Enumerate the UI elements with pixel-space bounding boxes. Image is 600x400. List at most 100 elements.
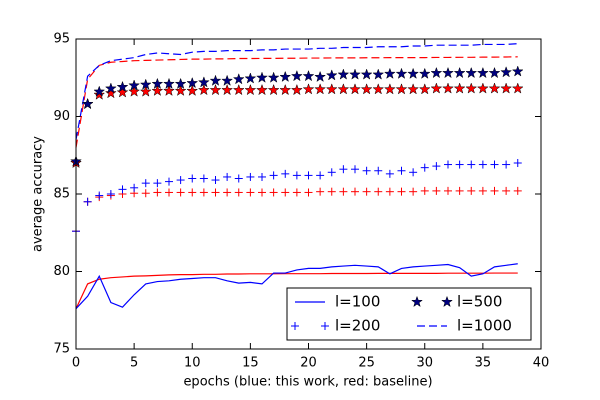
star-marker bbox=[104, 82, 117, 94]
plus-marker bbox=[513, 186, 522, 195]
star-marker bbox=[500, 66, 513, 78]
star-marker bbox=[290, 83, 303, 96]
plus-marker bbox=[269, 171, 278, 180]
plus-marker bbox=[234, 188, 243, 197]
plus-marker bbox=[130, 183, 139, 192]
plus-marker bbox=[351, 187, 359, 196]
plus-marker bbox=[141, 179, 150, 188]
star-marker bbox=[325, 69, 338, 81]
y-tick-label: 75 bbox=[53, 342, 70, 357]
star-marker bbox=[511, 82, 524, 94]
star-marker bbox=[453, 66, 466, 79]
plus-marker bbox=[420, 186, 429, 195]
x-tick-label: 30 bbox=[416, 356, 433, 371]
star-marker bbox=[383, 67, 396, 79]
plus-marker bbox=[478, 186, 487, 195]
star-marker bbox=[372, 83, 385, 95]
star-marker bbox=[314, 70, 327, 83]
plus-marker bbox=[467, 186, 476, 195]
star-marker bbox=[476, 66, 489, 79]
star-marker bbox=[476, 82, 489, 94]
plus-marker bbox=[95, 191, 104, 200]
plus-marker bbox=[188, 174, 197, 183]
series-line bbox=[75, 272, 518, 309]
plus-marker bbox=[292, 171, 301, 180]
star-marker bbox=[511, 65, 524, 77]
plus-marker bbox=[176, 188, 185, 197]
star-marker bbox=[128, 79, 141, 91]
star-marker bbox=[93, 85, 106, 97]
legend-box bbox=[286, 287, 532, 341]
plus-marker bbox=[362, 187, 371, 196]
plus-marker bbox=[211, 176, 220, 185]
plus-marker bbox=[258, 172, 266, 181]
plus-marker bbox=[304, 188, 313, 197]
star-marker bbox=[151, 84, 164, 96]
plus-marker bbox=[83, 197, 92, 206]
star-marker bbox=[174, 84, 187, 96]
plus-marker bbox=[409, 187, 418, 196]
legend-label: l=500 bbox=[457, 293, 502, 311]
plus-marker bbox=[316, 171, 325, 180]
star-marker bbox=[441, 295, 453, 308]
star-marker bbox=[244, 72, 257, 84]
star-marker bbox=[465, 82, 478, 94]
plus-marker bbox=[176, 176, 185, 185]
plus-marker bbox=[281, 188, 290, 197]
plus-marker bbox=[490, 160, 499, 169]
y-tick-label: 80 bbox=[53, 264, 70, 279]
star-marker bbox=[221, 83, 234, 96]
y-tick-label: 95 bbox=[53, 32, 70, 47]
plus-marker bbox=[432, 186, 441, 195]
plus-marker bbox=[223, 172, 232, 181]
plus-marker bbox=[291, 322, 299, 330]
plus-marker bbox=[420, 163, 429, 172]
plus-marker bbox=[153, 188, 162, 197]
plus-marker bbox=[153, 179, 162, 188]
plus-marker bbox=[292, 188, 301, 197]
legend-label: l=100 bbox=[335, 293, 380, 311]
star-marker bbox=[337, 83, 350, 95]
star-marker bbox=[279, 70, 292, 83]
plus-marker bbox=[188, 188, 197, 197]
x-tick-label: 5 bbox=[130, 356, 138, 371]
star-marker bbox=[407, 83, 420, 95]
star-marker bbox=[395, 67, 408, 79]
star-marker bbox=[151, 77, 164, 90]
star-marker bbox=[279, 83, 292, 96]
star-marker bbox=[209, 74, 222, 86]
star-marker bbox=[93, 88, 106, 100]
plus-marker bbox=[502, 160, 511, 169]
star-marker bbox=[128, 85, 141, 97]
x-tick-label: 25 bbox=[358, 356, 375, 371]
plus-marker bbox=[444, 186, 452, 195]
x-axis-label: epochs (blue: this work, red: baseline) bbox=[183, 375, 432, 390]
plus-marker bbox=[502, 186, 511, 195]
star-marker bbox=[104, 86, 117, 99]
plus-marker bbox=[374, 166, 383, 175]
plus-marker bbox=[246, 188, 255, 197]
plus-marker bbox=[455, 186, 464, 195]
star-marker bbox=[244, 83, 257, 96]
plus-marker bbox=[513, 159, 522, 167]
plus-marker bbox=[490, 186, 499, 195]
x-tick-label: 40 bbox=[533, 356, 550, 371]
plus-marker bbox=[118, 185, 127, 194]
star-marker bbox=[163, 84, 175, 96]
star-marker bbox=[442, 82, 454, 94]
star-marker bbox=[430, 82, 443, 94]
star-marker bbox=[418, 67, 431, 79]
star-marker bbox=[139, 85, 152, 97]
legend: l=100 l=200 l=500 l=1000 bbox=[286, 287, 532, 341]
x-tick-label: 35 bbox=[475, 356, 492, 371]
star-marker bbox=[256, 71, 268, 83]
plus-marker bbox=[199, 188, 208, 197]
star-marker bbox=[349, 83, 361, 95]
star-marker bbox=[139, 78, 152, 90]
star-marker bbox=[411, 295, 423, 308]
x-tick-label: 0 bbox=[72, 356, 80, 371]
plus-marker bbox=[397, 187, 406, 196]
star-marker bbox=[267, 83, 280, 96]
plus-marker bbox=[234, 174, 243, 183]
star-marker bbox=[442, 66, 454, 79]
